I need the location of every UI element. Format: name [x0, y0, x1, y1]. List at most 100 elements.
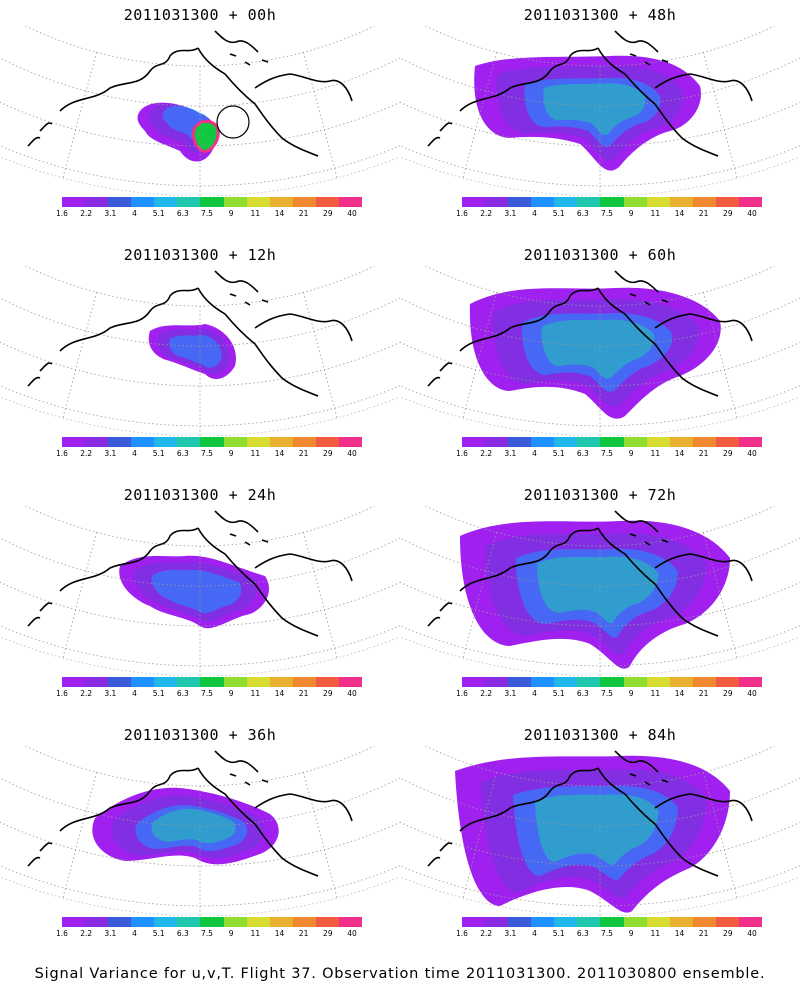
colorbar-tick-label: 40 [747, 689, 757, 698]
colorbar-tick-label: 40 [747, 449, 757, 458]
colorbar-tick-label: 40 [747, 929, 757, 938]
colorbar-swatch [508, 677, 532, 687]
colorbar-tick-label: 2.2 [80, 929, 93, 938]
colorbar-swatch [485, 197, 509, 207]
colorbar-swatch [338, 677, 363, 687]
panel-title: 2011031300 + 48h [523, 6, 677, 24]
colorbar-tick-label: 29 [723, 929, 733, 938]
map-panel: 2011031300 + 24h 1.6 2.2 3.1 4 5.1 6.3 7.5 9 11 14… [0, 480, 400, 725]
colorbar-swatch [577, 917, 601, 927]
colorbar-tick-label: 2.2 [480, 449, 493, 458]
colorbar-tick-label: 40 [347, 689, 357, 698]
colorbar-tick-label: 21 [298, 449, 309, 458]
coastline [27, 30, 353, 157]
colorbar-swatch [269, 197, 293, 207]
colorbar [462, 677, 763, 687]
colorbar-swatch [62, 677, 86, 687]
panel-title: 2011031300 + 72h [523, 486, 677, 504]
colorbar-swatch [623, 197, 647, 207]
colorbar-swatch [692, 677, 716, 687]
colorbar-tick-label: 5.1 [552, 449, 565, 458]
coastline [27, 750, 353, 877]
colorbar-tick-label: 14 [674, 449, 685, 458]
colorbar-swatch [646, 197, 670, 207]
colorbar-swatch [600, 437, 624, 447]
colorbar-tick-label: 40 [347, 209, 357, 218]
coastline [427, 750, 753, 877]
colorbar-swatch [669, 437, 693, 447]
colorbar-swatch [223, 917, 247, 927]
colorbar-tick-label: 5.1 [152, 689, 165, 698]
colorbar-swatch [269, 677, 293, 687]
colorbar-tick-label: 21 [298, 689, 309, 698]
colorbar-labels: 1.6 2.2 3.1 4 5.1 6.3 7.5 9 11 14 21 29 40 [456, 449, 762, 461]
colorbar [62, 917, 363, 927]
colorbar-swatch [692, 917, 716, 927]
colorbar-tick-label: 9 [228, 929, 234, 938]
colorbar-swatch [692, 437, 716, 447]
colorbar-tick-label: 6.3 [576, 929, 589, 938]
colorbar-tick-label: 11 [250, 689, 261, 698]
colorbar-swatch [200, 437, 224, 447]
coastline [27, 270, 353, 397]
polar-map [0, 506, 400, 676]
colorbar-tick-label: 2.2 [480, 929, 493, 938]
colorbar-swatch [531, 677, 555, 687]
panel-title: 2011031300 + 60h [523, 246, 677, 264]
colorbar-swatch [669, 917, 693, 927]
colorbar-swatch [177, 677, 201, 687]
colorbar-tick-label: 7.5 [601, 209, 613, 218]
colorbar-swatch [315, 197, 339, 207]
coastline [27, 510, 353, 637]
colorbar-tick-label: 40 [347, 449, 357, 458]
colorbar-swatch [646, 677, 670, 687]
colorbar-swatch [600, 677, 624, 687]
colorbar-tick-label: 7.5 [201, 209, 213, 218]
colorbar-tick-label: 14 [274, 929, 285, 938]
colorbar-swatch [462, 197, 486, 207]
colorbar-swatch [485, 437, 509, 447]
coastline [427, 30, 753, 157]
colorbar-tick-label: 29 [723, 449, 733, 458]
map-panel: 2011031300 + 84h 1.6 2.2 3.1 4 5.1 6.3 7.5 9 11 14… [400, 720, 800, 965]
colorbar [62, 437, 363, 447]
colorbar-tick-label: 11 [650, 929, 661, 938]
colorbar-tick-label: 4 [532, 449, 537, 458]
colorbar-tick-label: 29 [723, 209, 733, 218]
colorbar-tick-label: 7.5 [601, 929, 613, 938]
colorbar-swatch [623, 677, 647, 687]
colorbar-swatch [154, 917, 178, 927]
colorbar-swatch [462, 437, 486, 447]
colorbar-tick-label: 11 [650, 209, 661, 218]
colorbar-swatch [669, 197, 693, 207]
colorbar-tick-label: 5.1 [152, 929, 165, 938]
colorbar-swatch [246, 677, 270, 687]
colorbar-tick-label: 29 [723, 689, 733, 698]
colorbar-swatch [692, 197, 716, 207]
colorbar-swatch [200, 197, 224, 207]
colorbar [462, 197, 763, 207]
colorbar-tick-label: 3.1 [104, 689, 117, 698]
colorbar-swatch [154, 437, 178, 447]
colorbar-tick-label: 6.3 [176, 929, 189, 938]
colorbar-swatch [715, 917, 739, 927]
colorbar-tick-label: 21 [698, 689, 709, 698]
colorbar-tick-label: 6.3 [576, 209, 589, 218]
panel-title: 2011031300 + 36h [123, 726, 277, 744]
colorbar-swatch [554, 677, 578, 687]
colorbar-tick-label: 3.1 [504, 209, 517, 218]
colorbar-tick-label: 5.1 [152, 209, 165, 218]
colorbar-swatch [531, 917, 555, 927]
colorbar-swatch [200, 917, 224, 927]
colorbar-tick-label: 21 [698, 449, 709, 458]
colorbar-tick-label: 14 [674, 209, 685, 218]
variance-maximum [191, 119, 220, 153]
colorbar-swatch [223, 677, 247, 687]
colorbar-tick-label: 11 [250, 929, 261, 938]
polar-map [400, 506, 800, 676]
colorbar-tick-label: 1.6 [456, 929, 468, 938]
colorbar-swatch [462, 917, 486, 927]
coastline [427, 270, 753, 397]
colorbar-swatch [338, 437, 363, 447]
colorbar-swatch [246, 437, 270, 447]
